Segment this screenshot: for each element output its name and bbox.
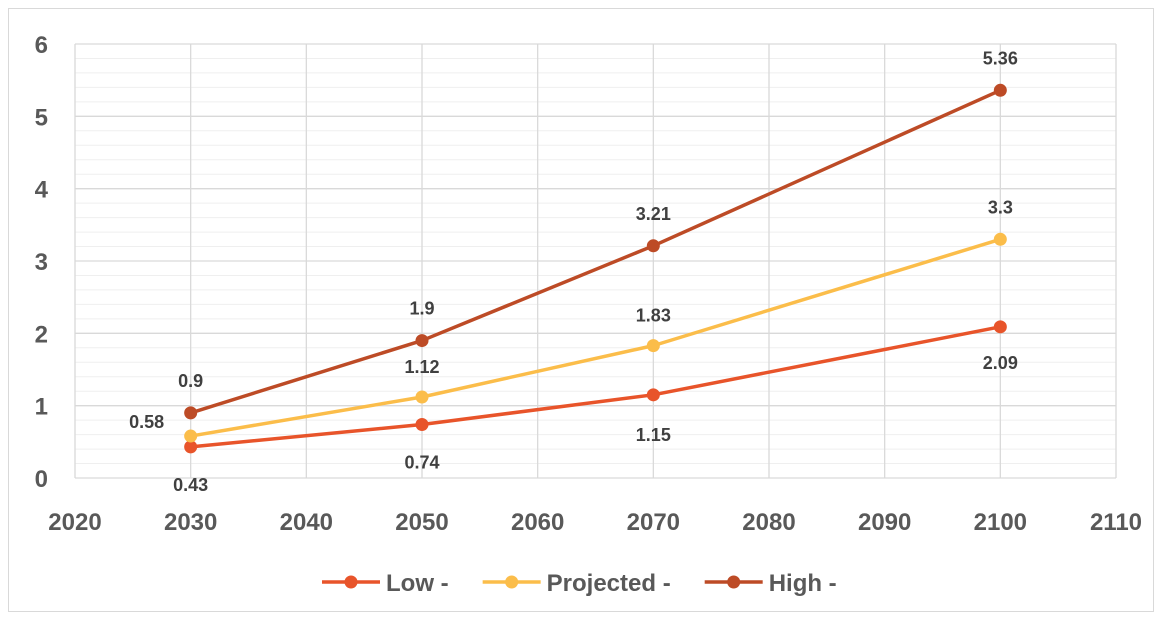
data-point [184, 440, 198, 454]
data-label: 2.09 [983, 353, 1018, 373]
x-tick-label: 2090 [858, 509, 911, 536]
data-label: 0.74 [404, 452, 439, 472]
data-point [646, 388, 660, 402]
data-point [993, 232, 1007, 246]
x-tick-label: 2030 [164, 509, 217, 536]
legend-marker [727, 575, 741, 589]
data-label: 3.3 [988, 197, 1013, 217]
y-tick-label: 4 [35, 177, 49, 204]
data-label: 1.9 [409, 299, 434, 319]
legend-entry: Projected - [482, 570, 671, 597]
legend-entry: High - [704, 570, 837, 597]
legend-marker [505, 575, 519, 589]
x-tick-label: 2100 [974, 509, 1027, 536]
data-label: 3.21 [636, 204, 671, 224]
y-tick-label: 6 [35, 32, 48, 59]
data-point [415, 390, 429, 404]
data-point [184, 406, 198, 420]
data-label: 0.43 [173, 475, 208, 495]
y-tick-label: 3 [35, 249, 48, 276]
data-point [415, 417, 429, 431]
axes: 0 1 2 3 4 5 6 2020 2030 2040 2050 2060 2070 2080 2090 2… [35, 32, 1142, 536]
x-tick-label: 2080 [742, 509, 795, 536]
legend-marker [344, 575, 358, 589]
data-point [646, 239, 660, 253]
legend-label: High - [769, 570, 837, 597]
data-label: 0.9 [178, 371, 203, 391]
gridlines [74, 43, 1117, 479]
series-lines [184, 83, 1007, 454]
legend-label: Low - [386, 570, 449, 597]
legend-entry: Low - [322, 570, 449, 597]
data-point [415, 334, 429, 348]
y-tick-label: 1 [35, 394, 48, 421]
y-tick-label: 2 [35, 321, 48, 348]
data-label: 1.15 [636, 425, 671, 445]
data-label: 1.83 [636, 306, 671, 326]
x-tick-label: 2020 [48, 509, 101, 536]
series-line-projected [190, 237, 1001, 438]
data-labels: 0.43 0.74 1.15 2.09 0.58 1.12 1.83 3.3 0.9 1.9 3.2… [129, 48, 1018, 495]
data-point [993, 320, 1007, 334]
x-tick-label: 2040 [280, 509, 333, 536]
y-tick-label: 0 [35, 466, 48, 493]
legend: Low - Projected - High - [322, 570, 837, 597]
series-line-high [190, 88, 1002, 415]
data-point [993, 83, 1007, 97]
data-label: 0.58 [129, 412, 164, 432]
data-point [646, 339, 660, 353]
x-tick-label: 2110 [1090, 509, 1142, 536]
y-tick-label: 5 [35, 104, 48, 131]
x-tick-label: 2050 [395, 509, 448, 536]
data-label: 1.12 [404, 357, 439, 377]
data-label: 5.36 [983, 48, 1018, 68]
x-tick-label: 2060 [511, 509, 564, 536]
data-point [184, 429, 198, 443]
series-line-low [190, 325, 1001, 449]
x-tick-label: 2070 [627, 509, 680, 536]
legend-label: Projected - [547, 570, 671, 597]
